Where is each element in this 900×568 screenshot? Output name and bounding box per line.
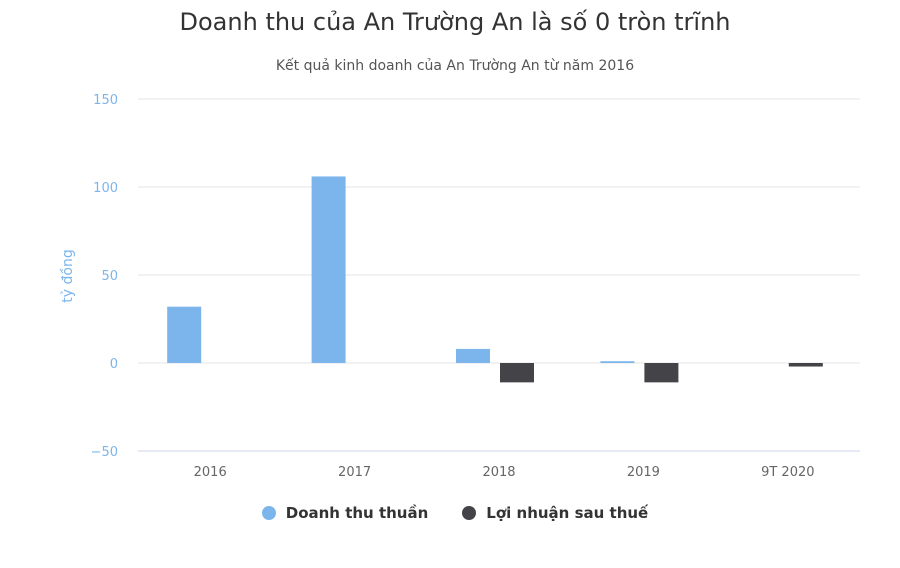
bar-chart: 150 100 50 0 −50 2016 2017 2018 2019 9T 2020 tỷ … (59, 93, 860, 480)
bar-profit-2018[interactable] (500, 363, 534, 383)
legend-item-profit[interactable]: Lợi nhuận sau thuế (462, 504, 648, 522)
y-tick-label: 50 (101, 269, 118, 284)
bar-revenue-2018[interactable] (456, 348, 490, 363)
x-tick-label: 2018 (482, 465, 515, 480)
legend: Doanh thu thuần Lợi nhuận sau thuế (0, 504, 900, 522)
bar-revenue-2017[interactable] (311, 176, 346, 363)
x-tick-label: 9T 2020 (761, 465, 814, 480)
legend-label-profit: Lợi nhuận sau thuế (486, 504, 649, 522)
bar-revenue-2019[interactable] (600, 361, 635, 363)
legend-marker-profit (462, 506, 477, 520)
x-tick-label: 2016 (194, 465, 227, 480)
chart-title: Doanh thu của An Trường An là số 0 tròn … (179, 8, 731, 36)
y-tick-label: −50 (91, 445, 118, 460)
gridlines (138, 98, 860, 452)
legend-item-revenue[interactable]: Doanh thu thuần (261, 504, 429, 522)
bar-revenue-2016[interactable] (167, 306, 202, 363)
chart-subtitle: Kết quả kinh doanh của An Trường An từ n… (275, 58, 635, 74)
x-tick-label: 2019 (627, 465, 660, 480)
y-axis-label: tỷ đồng (59, 249, 76, 302)
y-axis-ticks: 150 100 50 0 −50 (91, 93, 118, 460)
bar-profit-9t-2020[interactable] (788, 363, 823, 367)
legend-label-revenue: Doanh thu thuần (285, 504, 429, 522)
y-tick-label: 100 (93, 181, 118, 196)
x-tick-label: 2017 (338, 465, 371, 480)
bar-profit-2019[interactable] (644, 363, 679, 383)
y-tick-label: 150 (93, 93, 118, 108)
y-tick-label: 0 (110, 357, 118, 372)
bars (167, 176, 823, 383)
x-axis-ticks: 2016 2017 2018 2019 9T 2020 (194, 465, 815, 480)
legend-marker-revenue (261, 506, 276, 520)
